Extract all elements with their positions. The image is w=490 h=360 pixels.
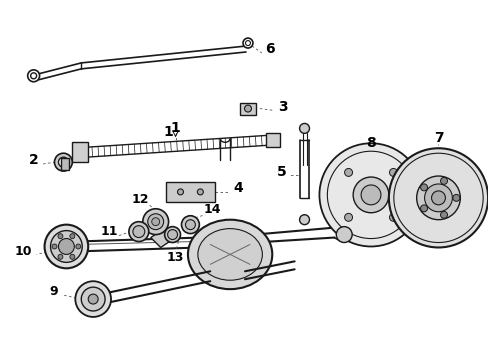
Ellipse shape: [188, 220, 272, 289]
Circle shape: [353, 177, 389, 213]
Text: 14: 14: [203, 203, 221, 216]
Circle shape: [58, 239, 74, 255]
Circle shape: [75, 281, 111, 317]
Circle shape: [243, 38, 253, 48]
Circle shape: [453, 194, 460, 201]
Circle shape: [133, 226, 145, 238]
Circle shape: [299, 215, 310, 225]
Circle shape: [361, 185, 381, 205]
Bar: [166, 182, 215, 202]
Circle shape: [168, 230, 177, 239]
Text: 13: 13: [167, 251, 184, 264]
Circle shape: [129, 222, 149, 242]
Polygon shape: [151, 228, 175, 247]
Circle shape: [245, 105, 251, 112]
Circle shape: [425, 184, 452, 212]
Bar: [266, 133, 280, 147]
Bar: [240, 103, 256, 114]
Circle shape: [336, 227, 352, 243]
Circle shape: [181, 216, 199, 234]
Text: 1: 1: [171, 121, 180, 135]
Circle shape: [389, 148, 488, 247]
Text: 9: 9: [49, 285, 58, 298]
Circle shape: [70, 254, 75, 259]
Text: 3: 3: [278, 100, 288, 113]
Circle shape: [61, 160, 65, 164]
Circle shape: [394, 153, 483, 243]
Text: 1: 1: [164, 125, 173, 139]
Circle shape: [58, 157, 69, 167]
Circle shape: [177, 189, 183, 195]
Circle shape: [344, 168, 352, 176]
Text: 6: 6: [265, 42, 274, 56]
Ellipse shape: [198, 229, 262, 280]
Circle shape: [432, 191, 445, 205]
Text: 4: 4: [233, 181, 243, 195]
Circle shape: [319, 143, 422, 247]
Text: 11: 11: [100, 225, 118, 238]
Text: 12: 12: [132, 193, 149, 206]
Text: 7: 7: [434, 131, 443, 145]
Circle shape: [197, 189, 203, 195]
Circle shape: [165, 227, 180, 243]
Circle shape: [58, 234, 63, 239]
Circle shape: [344, 213, 352, 221]
Circle shape: [31, 73, 37, 79]
Circle shape: [81, 287, 105, 311]
Circle shape: [299, 123, 310, 133]
Circle shape: [28, 70, 40, 82]
Circle shape: [416, 176, 460, 220]
Circle shape: [245, 41, 250, 46]
Text: 10: 10: [15, 245, 32, 258]
Circle shape: [52, 244, 57, 249]
Circle shape: [88, 294, 98, 304]
Circle shape: [420, 184, 427, 191]
Bar: [61, 158, 70, 170]
Circle shape: [327, 151, 415, 239]
Bar: [73, 142, 88, 162]
Circle shape: [45, 225, 88, 268]
Circle shape: [50, 231, 82, 262]
Circle shape: [185, 220, 196, 230]
Circle shape: [441, 211, 447, 218]
Circle shape: [390, 213, 397, 221]
Text: 8: 8: [366, 136, 376, 150]
Circle shape: [152, 218, 160, 226]
Circle shape: [143, 209, 169, 235]
Circle shape: [76, 244, 81, 249]
Circle shape: [148, 214, 164, 230]
Circle shape: [420, 205, 427, 212]
Text: 5: 5: [277, 165, 287, 179]
Circle shape: [54, 153, 73, 171]
Circle shape: [390, 168, 397, 176]
Circle shape: [58, 254, 63, 259]
Text: 2: 2: [29, 153, 39, 167]
Circle shape: [441, 177, 447, 184]
Circle shape: [70, 234, 75, 239]
